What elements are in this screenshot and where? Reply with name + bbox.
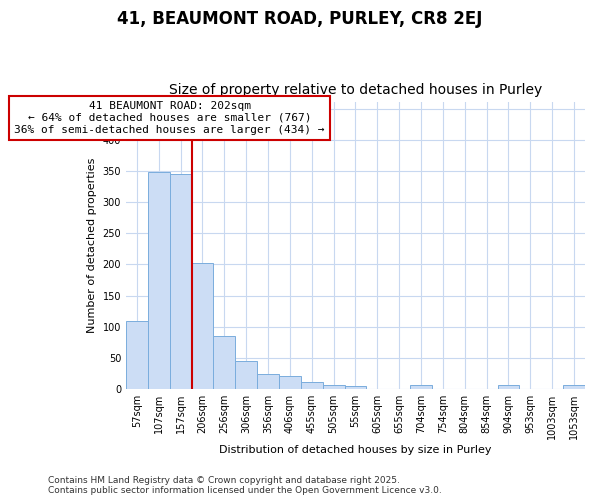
Bar: [323, 386, 344, 389]
Bar: [214, 336, 235, 389]
Bar: [563, 386, 585, 389]
Bar: [279, 376, 301, 389]
Bar: [257, 374, 279, 389]
Text: 41, BEAUMONT ROAD, PURLEY, CR8 2EJ: 41, BEAUMONT ROAD, PURLEY, CR8 2EJ: [118, 10, 482, 28]
Title: Size of property relative to detached houses in Purley: Size of property relative to detached ho…: [169, 83, 542, 97]
Y-axis label: Number of detached properties: Number of detached properties: [87, 158, 97, 334]
Text: Contains HM Land Registry data © Crown copyright and database right 2025.
Contai: Contains HM Land Registry data © Crown c…: [48, 476, 442, 495]
Bar: [126, 320, 148, 389]
Text: 41 BEAUMONT ROAD: 202sqm
← 64% of detached houses are smaller (767)
36% of semi-: 41 BEAUMONT ROAD: 202sqm ← 64% of detach…: [14, 102, 325, 134]
Bar: [235, 360, 257, 389]
Bar: [148, 172, 170, 389]
Bar: [344, 386, 367, 389]
Bar: [170, 174, 191, 389]
Bar: [410, 385, 432, 389]
Bar: [497, 386, 520, 389]
X-axis label: Distribution of detached houses by size in Purley: Distribution of detached houses by size …: [219, 445, 492, 455]
Bar: [191, 263, 214, 389]
Bar: [301, 382, 323, 389]
